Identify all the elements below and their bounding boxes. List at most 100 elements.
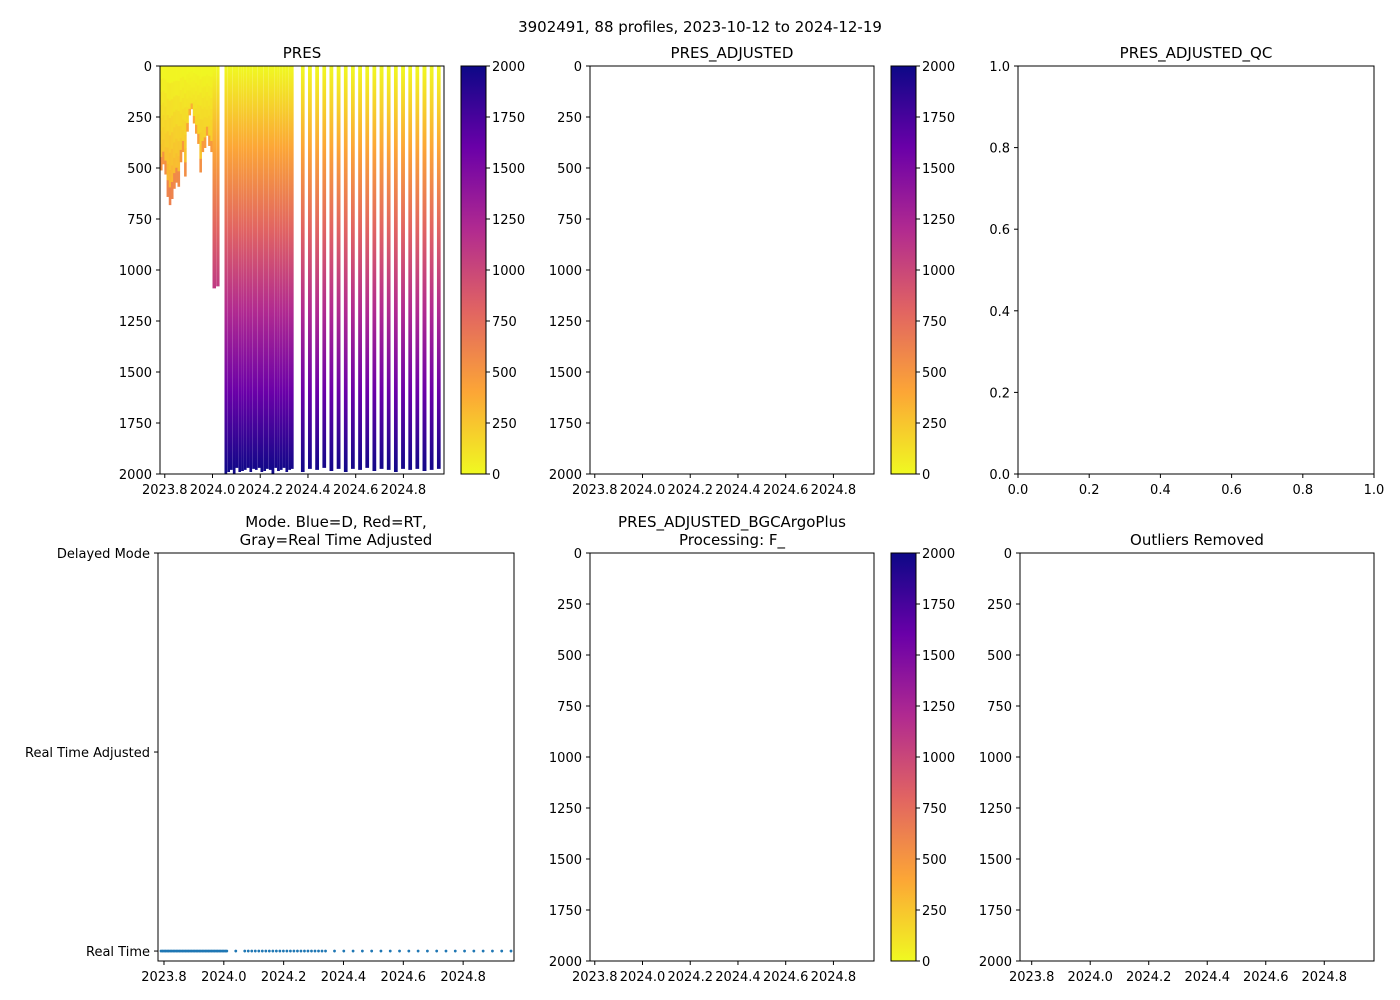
profile-column bbox=[365, 66, 370, 468]
profile-segment bbox=[164, 93, 167, 107]
colorbar-pres_adjusted: 0 250 500 750 1000 1250 1500 1750 2000 bbox=[890, 60, 955, 483]
x-tick-label: 2024.2 bbox=[237, 483, 283, 498]
colorbar-tick-label: 1000 bbox=[492, 264, 525, 279]
profile-segment bbox=[188, 108, 192, 116]
profile-segment bbox=[177, 81, 181, 97]
profile-segment bbox=[205, 100, 209, 110]
y-tick-label: 2000 bbox=[119, 468, 152, 483]
profile-segment bbox=[164, 106, 167, 121]
axis-frame-pres_adjusted_bgc bbox=[589, 552, 875, 962]
y-tick-label: 1250 bbox=[979, 802, 1012, 817]
profile-segment bbox=[203, 96, 207, 108]
y-tick-label: 1.0 bbox=[989, 60, 1010, 75]
profile-column bbox=[401, 66, 405, 469]
profile-segment bbox=[210, 66, 213, 78]
y-tick-label: 1500 bbox=[549, 853, 582, 868]
profile-column bbox=[315, 66, 320, 470]
profile-column bbox=[285, 66, 289, 472]
profile-segment bbox=[173, 142, 176, 159]
y-tick-label: 1750 bbox=[549, 417, 582, 432]
profile-segment bbox=[192, 87, 196, 95]
profile-column bbox=[241, 66, 244, 471]
mode-point bbox=[324, 949, 327, 953]
profile-segment bbox=[170, 82, 174, 100]
y-tick-label: 1750 bbox=[119, 417, 152, 432]
profile-segment bbox=[184, 134, 187, 150]
profile-segment bbox=[201, 130, 205, 142]
profile-segment bbox=[203, 117, 207, 128]
profile-column bbox=[415, 66, 420, 469]
mode-point bbox=[267, 949, 271, 953]
profile-segment bbox=[201, 87, 205, 99]
profile-segment bbox=[181, 130, 185, 142]
profile-segment bbox=[192, 94, 196, 103]
profile-segment bbox=[166, 147, 170, 165]
profile-segment bbox=[162, 151, 165, 165]
profile-segment bbox=[162, 90, 165, 104]
colorbar-tick-label: 2000 bbox=[492, 60, 525, 75]
profile-segment bbox=[199, 66, 202, 80]
mode-point bbox=[271, 949, 275, 953]
profile-column bbox=[350, 66, 355, 469]
profile-segment bbox=[164, 160, 167, 175]
profile-column bbox=[322, 66, 327, 468]
profile-column bbox=[300, 66, 305, 472]
mode-point bbox=[310, 949, 313, 953]
profile-segment bbox=[203, 66, 207, 77]
profile-segment bbox=[175, 167, 178, 183]
profile-segment bbox=[166, 163, 170, 181]
mode-point bbox=[289, 949, 292, 953]
profile-segment bbox=[173, 111, 176, 128]
colorbar-tick-label: 2000 bbox=[922, 547, 955, 562]
profile-segment bbox=[175, 95, 178, 111]
profile-segment bbox=[205, 83, 209, 93]
profile-segment bbox=[181, 119, 185, 131]
profile-segment bbox=[188, 78, 192, 85]
mode-point bbox=[274, 949, 278, 953]
profile-segment bbox=[210, 140, 213, 153]
profile-segment bbox=[162, 66, 165, 79]
profile-segment bbox=[186, 74, 189, 83]
profile-column bbox=[436, 66, 441, 469]
y-tick-label: 2000 bbox=[549, 955, 582, 970]
profile-segment bbox=[197, 133, 200, 144]
profile-segment bbox=[170, 165, 174, 183]
profile-segment bbox=[184, 66, 187, 81]
profile-segment bbox=[195, 124, 198, 134]
mode-point bbox=[320, 949, 324, 953]
profile-segment bbox=[201, 76, 205, 88]
x-tick-label: 2024.6 bbox=[763, 970, 809, 985]
profile-segment bbox=[195, 116, 198, 126]
profile-segment bbox=[201, 140, 205, 153]
profile-segment bbox=[186, 114, 189, 124]
profile-column bbox=[260, 66, 264, 472]
mode-point bbox=[313, 949, 317, 953]
profile-segment bbox=[190, 76, 194, 83]
y-tick-label: Real Time bbox=[86, 945, 150, 960]
mode-point bbox=[299, 949, 303, 953]
x-tick-label: 2024.0 bbox=[620, 483, 666, 498]
profile-segment bbox=[192, 101, 196, 110]
profile-column bbox=[358, 66, 363, 470]
axes-pres_adjusted_qc: PRES_ADJUSTED_QC 0.0 0.2 0.4 0.6 0.8 1.0 0.0 0.2… bbox=[989, 44, 1384, 498]
mode-point bbox=[360, 949, 364, 953]
x-tick-label: 2024.4 bbox=[715, 483, 761, 498]
profile-column bbox=[372, 66, 377, 471]
mode-point bbox=[435, 949, 439, 953]
mode-point bbox=[342, 949, 346, 953]
profile-segment bbox=[199, 145, 202, 160]
colorbar-tick-label: 750 bbox=[922, 315, 947, 330]
x-tick-label: 0.6 bbox=[1221, 483, 1242, 498]
x-tick-label: 2024.6 bbox=[1243, 970, 1289, 985]
profile-segment bbox=[186, 82, 189, 91]
profile-segment bbox=[168, 135, 172, 154]
profile-segment bbox=[210, 119, 213, 131]
x-tick-label: 2024.4 bbox=[285, 483, 331, 498]
profile-column bbox=[268, 66, 272, 470]
mode-point bbox=[509, 949, 513, 953]
mode-point bbox=[281, 949, 285, 953]
profile-segment bbox=[160, 118, 163, 132]
x-tick-label: 2023.8 bbox=[141, 970, 187, 985]
profile-column bbox=[408, 66, 413, 470]
profile-segment bbox=[177, 96, 181, 112]
